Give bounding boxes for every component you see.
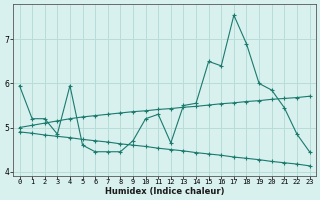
X-axis label: Humidex (Indice chaleur): Humidex (Indice chaleur): [105, 187, 224, 196]
